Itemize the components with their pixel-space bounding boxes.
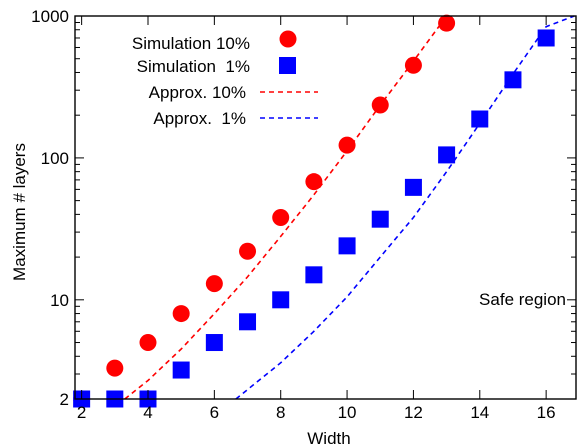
x-tick-label: 6 bbox=[210, 403, 219, 422]
data-point-circle bbox=[305, 173, 323, 191]
x-tick-label: 4 bbox=[143, 403, 152, 422]
data-point-square bbox=[471, 110, 489, 128]
x-tick-label: 16 bbox=[537, 403, 556, 422]
legend-label-simulation-1: Simulation 1% bbox=[137, 57, 250, 76]
data-point-square bbox=[504, 71, 522, 89]
plot-frame bbox=[74, 15, 577, 400]
x-tick-label: 14 bbox=[470, 403, 489, 422]
x-tick-label: 2 bbox=[77, 403, 86, 422]
y-tick-label: 100 bbox=[41, 149, 69, 168]
data-point-circle bbox=[239, 242, 257, 260]
data-point-circle bbox=[272, 209, 290, 227]
y-tick-label: 1000 bbox=[31, 7, 69, 26]
y-axis-label: Maximum # layers bbox=[10, 143, 29, 281]
data-point-square bbox=[239, 313, 257, 331]
x-tick-label: 8 bbox=[276, 403, 285, 422]
x-tick-label: 10 bbox=[338, 403, 357, 422]
data-point-square bbox=[272, 291, 290, 309]
data-point-square bbox=[371, 210, 389, 228]
data-point-square bbox=[438, 146, 456, 164]
data-point-circle bbox=[139, 334, 157, 352]
data-point-square bbox=[172, 361, 190, 379]
tick-labels: 2 4 6 8 10 12 14 16 2 10 100 1000 bbox=[31, 7, 555, 422]
data-point-circle bbox=[106, 359, 124, 377]
x-tick-label: 12 bbox=[404, 403, 423, 422]
legend-label-simulation-10: Simulation 10% bbox=[132, 34, 250, 53]
data-point-square bbox=[404, 178, 422, 196]
safe-region-annotation: Safe region bbox=[479, 290, 566, 309]
data-point-square bbox=[205, 334, 223, 352]
legend-label-approx-10: Approx. 10% bbox=[149, 83, 246, 102]
approx-line-1 bbox=[235, 15, 575, 400]
data-point-square bbox=[338, 237, 356, 255]
approx-line-0 bbox=[124, 15, 448, 400]
data-point-circle bbox=[172, 305, 190, 323]
axis-ticks bbox=[75, 15, 576, 400]
data-point-square bbox=[537, 29, 555, 47]
legend-marker-circle bbox=[279, 30, 297, 48]
data-point-square bbox=[305, 266, 323, 284]
data-point-circle bbox=[338, 136, 356, 154]
data-point-circle bbox=[438, 14, 456, 32]
data-point-circle bbox=[404, 56, 422, 74]
y-tick-label: 10 bbox=[50, 291, 69, 310]
y-tick-label: 2 bbox=[60, 390, 69, 409]
legend-label-approx-1: Approx. 1% bbox=[153, 109, 246, 128]
legend: Simulation 10% Simulation 1% Approx. 10%… bbox=[132, 30, 318, 128]
x-axis-label: Width bbox=[307, 429, 350, 448]
data-point-circle bbox=[371, 96, 389, 114]
legend-marker-square bbox=[279, 57, 296, 74]
data-point-circle bbox=[205, 275, 223, 293]
